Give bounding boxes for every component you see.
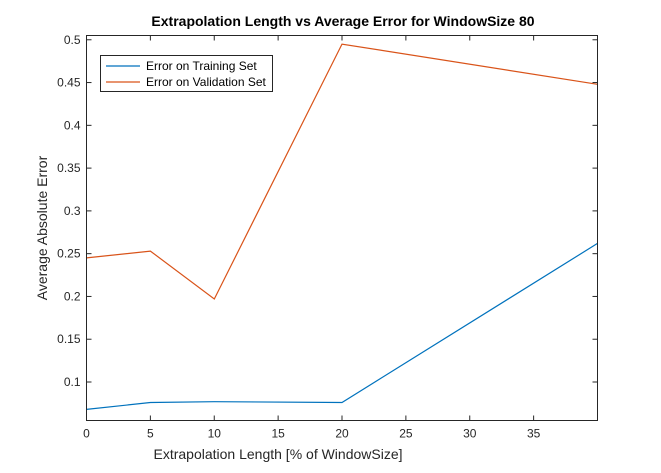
y-tick-label: 0.25 — [57, 247, 81, 261]
series-line-0 — [86, 242, 598, 410]
y-axis-ticks: 0.1 0.15 0.2 0.25 0.3 0.35 0.4 0.45 0.5 — [57, 33, 598, 389]
x-axis-label: Extrapolation Length [% of WindowSize] — [153, 446, 402, 462]
y-axis-label: Average Absolute Error — [34, 155, 50, 300]
plot-frame — [86, 35, 598, 421]
series-layer — [86, 43, 598, 410]
x-tick-label: 5 — [147, 427, 154, 441]
data-point-1-2 — [213, 298, 216, 301]
chart-title: Extrapolation Length vs Average Error fo… — [151, 13, 534, 29]
y-tick-label: 0.5 — [64, 33, 81, 47]
x-tick-label: 15 — [271, 427, 285, 441]
y-tick-label: 0.4 — [64, 118, 81, 132]
legend-label-validation: Error on Validation Set — [146, 75, 267, 89]
x-tick-label: 25 — [399, 427, 413, 441]
data-point-1-1 — [149, 250, 152, 253]
data-point-1-3 — [341, 43, 344, 46]
series-line-1 — [86, 43, 598, 300]
data-point-0-1 — [149, 401, 152, 404]
x-tick-label: 35 — [527, 427, 541, 441]
x-tick-label: 0 — [83, 427, 90, 441]
y-tick-label: 0.3 — [64, 204, 81, 218]
y-tick-label: 0.1 — [64, 375, 81, 389]
legend: Error on Training Set Error on Validatio… — [100, 55, 273, 92]
y-tick-label: 0.35 — [57, 161, 81, 175]
legend-box — [100, 55, 273, 92]
x-tick-label: 30 — [463, 427, 477, 441]
x-axis-ticks: 0 5 10 15 20 25 30 35 — [83, 35, 541, 441]
data-point-0-2 — [213, 400, 216, 403]
y-tick-label: 0.45 — [57, 76, 81, 90]
x-tick-label: 10 — [208, 427, 222, 441]
y-tick-label: 0.15 — [57, 332, 81, 346]
x-tick-label: 20 — [335, 427, 349, 441]
legend-label-training: Error on Training Set — [146, 59, 257, 73]
y-tick-label: 0.2 — [64, 289, 81, 303]
data-point-0-3 — [341, 401, 344, 404]
